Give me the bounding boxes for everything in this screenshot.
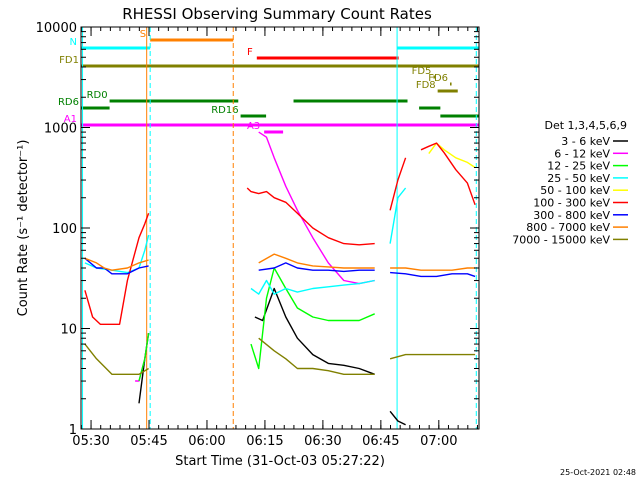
- flag-label-rd6: RD6: [58, 97, 79, 108]
- vertical-markers: [82, 27, 477, 429]
- flag-label-n: N: [70, 37, 77, 48]
- chart-title: RHESSI Observing Summary Count Rates: [122, 5, 432, 23]
- x-axis-label: Start Time (31-Oct-03 05:27:22): [175, 454, 385, 469]
- x-tick-label-05-30: 05:30: [72, 434, 109, 449]
- series-line-7000-15000-kev: [84, 337, 476, 375]
- y-tick-label-10: 10: [60, 323, 77, 338]
- legend-label-12-25-kev: 12 - 25 keV: [547, 160, 610, 173]
- legend-label-7000-15000-kev: 7000 - 15000 keV: [512, 233, 610, 246]
- flag-label-fd6: FD6: [428, 73, 448, 84]
- x-tick-label-07-00: 07:00: [420, 434, 457, 449]
- y-tick-label-1: 1: [69, 423, 77, 438]
- flag-label-s: S: [140, 29, 146, 40]
- x-tick-label-05-45: 05:45: [130, 434, 167, 449]
- x-tick-label-06-30: 06:30: [304, 434, 341, 449]
- legend-label-100-300-kev: 100 - 300 keV: [533, 197, 610, 210]
- legend-label-25-50-kev: 25 - 50 keV: [547, 172, 610, 185]
- legend-label-800-7000-kev: 800 - 7000 keV: [526, 221, 610, 234]
- x-tick-label-06-00: 06:00: [188, 434, 225, 449]
- series-line-800-7000-kev: [84, 253, 476, 271]
- x-tick-label-06-45: 06:45: [362, 434, 399, 449]
- legend-label-6-12-kev: 6 - 12 keV: [554, 147, 610, 160]
- legend-label-300-800-kev: 300 - 800 keV: [533, 209, 610, 222]
- series-line-100-300-kev: [84, 142, 476, 325]
- y-axis: 1 10 100 1000 10000: [36, 21, 479, 438]
- flag-label-fd1: FD1: [59, 55, 79, 66]
- legend-title: Det 1,3,4,5,6,9: [544, 119, 627, 132]
- series-lines: [84, 131, 476, 426]
- series-line-300-800-kev: [84, 257, 476, 278]
- x-tick-label-06-15: 06:15: [246, 434, 283, 449]
- legend-label-50-100-kev: 50 - 100 keV: [540, 184, 610, 197]
- flag-label-rd16: RD16: [211, 105, 238, 116]
- y-axis-label: Count Rate (s⁻¹ detector⁻¹): [16, 140, 31, 317]
- y-tick-label-100: 100: [52, 222, 77, 237]
- legend-label-3-6-kev: 3 - 6 keV: [561, 135, 610, 148]
- flag-label-a1: A1: [64, 114, 77, 125]
- y-tick-label-10000: 10000: [36, 21, 77, 36]
- flag-label-a3: A3: [247, 121, 260, 132]
- timestamp: 25-Oct-2021 02:48: [560, 468, 636, 477]
- x-axis: 05:30 05:45 06:00 06:15 06:30 06:45 07:00: [72, 27, 478, 449]
- flag-label-fd8: FD8: [416, 80, 436, 91]
- series-line-50-100-kev: [428, 142, 476, 169]
- flag-label-f: F: [247, 47, 253, 58]
- flag-label-fd5: FD5: [412, 66, 432, 77]
- y-tick-label-1000: 1000: [44, 122, 77, 137]
- flag-label-rd0: RD0: [87, 90, 108, 101]
